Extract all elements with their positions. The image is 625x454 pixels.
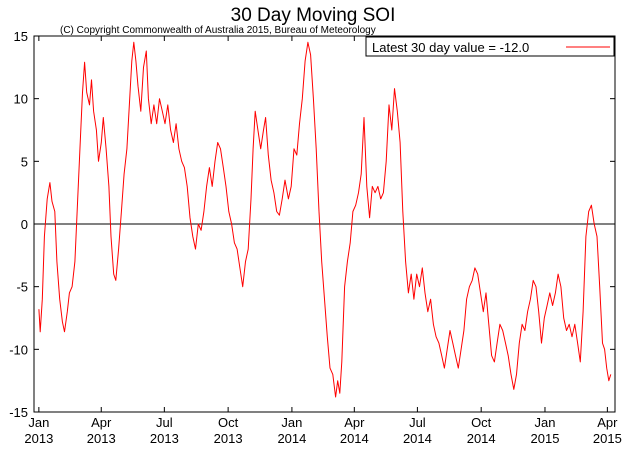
x-tick-label-month: Jan xyxy=(281,415,302,430)
y-tick-label: 0 xyxy=(21,217,28,232)
x-tick-label-year: 2013 xyxy=(87,431,116,446)
x-tick-label-year: 2013 xyxy=(214,431,243,446)
y-axis: -15 -10 -5 0 5 10 15 xyxy=(9,29,615,420)
chart-title: 30 Day Moving SOI xyxy=(231,5,396,26)
legend-box xyxy=(365,36,615,57)
x-tick-label-month: Apr xyxy=(91,415,112,430)
x-tick-label-year: 2013 xyxy=(24,431,53,446)
x-tick-label-month: Jul xyxy=(156,415,173,430)
y-tick-label: 5 xyxy=(21,154,28,169)
x-tick-label-year: 2013 xyxy=(150,431,179,446)
series-line-soi xyxy=(38,41,612,398)
x-tick-label-year: 2015 xyxy=(531,431,560,446)
x-tick-label-month: Jul xyxy=(409,415,426,430)
x-tick-label-month: Oct xyxy=(471,415,492,430)
y-tick-label: -15 xyxy=(9,405,28,420)
x-tick-label-year: 2014 xyxy=(467,431,496,446)
x-tick-label-month: Oct xyxy=(218,415,239,430)
y-tick-label: 15 xyxy=(14,29,28,44)
y-tick-label: 10 xyxy=(14,92,28,107)
x-tick-label-year: 2015 xyxy=(593,431,622,446)
chart-copyright: (C) Copyright Commonwealth of Australia … xyxy=(60,25,376,36)
x-tick-label-year: 2014 xyxy=(277,431,306,446)
y-tick-label: -10 xyxy=(9,342,28,357)
legend-label: Latest 30 day value = -12.0 xyxy=(372,40,529,55)
x-tick-label-month: Apr xyxy=(597,415,618,430)
x-tick-label-year: 2014 xyxy=(403,431,432,446)
y-tick-label: -5 xyxy=(16,280,28,295)
x-tick-label-month: Jan xyxy=(28,415,49,430)
x-tick-label-month: Apr xyxy=(344,415,365,430)
legend: Latest 30 day value = -12.0 xyxy=(365,36,615,57)
x-tick-label-month: Jan xyxy=(534,415,555,430)
x-axis: Jan2013Apr2013Jul2013Oct2013Jan2014Apr20… xyxy=(24,36,622,446)
x-tick-label-year: 2014 xyxy=(340,431,369,446)
